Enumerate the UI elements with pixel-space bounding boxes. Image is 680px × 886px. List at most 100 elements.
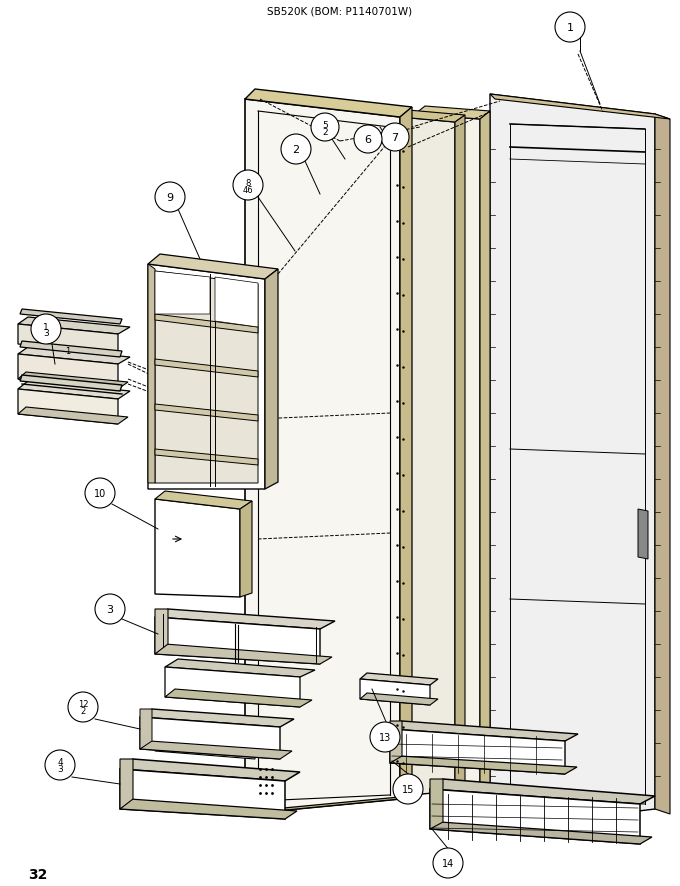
Polygon shape	[215, 277, 258, 328]
Circle shape	[85, 478, 115, 509]
Text: 9: 9	[167, 193, 173, 203]
Text: 15: 15	[402, 784, 414, 794]
Circle shape	[370, 722, 400, 752]
Text: 2: 2	[292, 144, 300, 155]
Polygon shape	[120, 759, 300, 781]
Polygon shape	[18, 347, 130, 364]
Polygon shape	[148, 254, 278, 280]
Polygon shape	[400, 118, 455, 797]
Polygon shape	[20, 309, 122, 324]
Polygon shape	[490, 95, 670, 120]
Text: 12: 12	[78, 700, 88, 709]
Circle shape	[281, 135, 311, 165]
Text: 6: 6	[364, 135, 371, 144]
Polygon shape	[20, 342, 122, 358]
Polygon shape	[655, 115, 670, 814]
Polygon shape	[155, 722, 268, 737]
Polygon shape	[155, 610, 335, 629]
Polygon shape	[18, 318, 130, 335]
Text: 2: 2	[322, 128, 328, 136]
Circle shape	[354, 126, 382, 154]
Polygon shape	[360, 693, 438, 705]
Polygon shape	[390, 721, 402, 763]
Polygon shape	[400, 111, 465, 123]
Polygon shape	[18, 390, 118, 424]
Text: 46: 46	[243, 185, 254, 194]
Polygon shape	[18, 354, 118, 390]
Polygon shape	[155, 492, 252, 509]
Polygon shape	[400, 108, 412, 799]
Polygon shape	[155, 618, 320, 664]
Polygon shape	[20, 376, 122, 392]
Polygon shape	[165, 667, 300, 707]
Polygon shape	[155, 729, 255, 759]
Polygon shape	[360, 680, 430, 705]
Text: 13: 13	[379, 732, 391, 742]
Polygon shape	[155, 272, 210, 315]
Circle shape	[311, 114, 339, 142]
Circle shape	[155, 183, 185, 213]
Circle shape	[433, 848, 463, 878]
Polygon shape	[155, 610, 168, 654]
Polygon shape	[490, 95, 655, 829]
Polygon shape	[245, 797, 410, 814]
Circle shape	[68, 692, 98, 722]
Polygon shape	[430, 779, 655, 804]
Polygon shape	[265, 269, 278, 489]
Polygon shape	[155, 315, 258, 334]
Polygon shape	[18, 373, 128, 390]
Polygon shape	[390, 729, 565, 774]
Polygon shape	[638, 509, 648, 559]
Text: 3: 3	[107, 604, 114, 614]
Polygon shape	[165, 689, 312, 707]
Polygon shape	[390, 756, 577, 774]
Polygon shape	[18, 324, 118, 354]
Polygon shape	[120, 759, 133, 809]
Polygon shape	[165, 659, 315, 677]
Polygon shape	[245, 89, 412, 118]
Text: 2: 2	[80, 707, 86, 716]
Polygon shape	[430, 779, 443, 829]
Polygon shape	[120, 799, 297, 819]
Polygon shape	[140, 717, 280, 759]
Text: SB520K (BOM: P1140701W): SB520K (BOM: P1140701W)	[267, 6, 413, 16]
Circle shape	[233, 171, 263, 201]
Polygon shape	[155, 449, 258, 465]
Polygon shape	[455, 116, 465, 794]
Text: 7: 7	[392, 133, 398, 143]
Text: 1: 1	[566, 23, 573, 33]
Polygon shape	[415, 115, 480, 794]
Text: 4: 4	[57, 758, 63, 766]
Text: 3: 3	[43, 329, 49, 338]
Polygon shape	[140, 742, 292, 759]
Circle shape	[393, 774, 423, 804]
Polygon shape	[155, 360, 258, 377]
Polygon shape	[155, 500, 240, 597]
Polygon shape	[390, 721, 578, 742]
Polygon shape	[480, 112, 490, 794]
Polygon shape	[240, 501, 252, 597]
Polygon shape	[430, 789, 640, 844]
Polygon shape	[430, 822, 652, 844]
Text: 10: 10	[94, 488, 106, 499]
Text: 3: 3	[57, 765, 63, 773]
Polygon shape	[148, 265, 265, 489]
Text: 14: 14	[442, 858, 454, 868]
Polygon shape	[148, 265, 155, 484]
Circle shape	[555, 13, 585, 43]
Polygon shape	[18, 382, 130, 400]
Polygon shape	[18, 408, 128, 424]
Text: 8: 8	[245, 178, 251, 187]
Polygon shape	[155, 644, 332, 664]
Polygon shape	[140, 709, 152, 750]
Text: 1: 1	[65, 347, 71, 356]
Polygon shape	[415, 107, 490, 120]
Polygon shape	[155, 405, 258, 422]
Polygon shape	[360, 673, 438, 685]
Circle shape	[45, 750, 75, 780]
Circle shape	[31, 315, 61, 345]
Text: 5: 5	[322, 120, 328, 129]
Polygon shape	[120, 769, 285, 819]
Circle shape	[95, 595, 125, 625]
Polygon shape	[245, 100, 400, 814]
